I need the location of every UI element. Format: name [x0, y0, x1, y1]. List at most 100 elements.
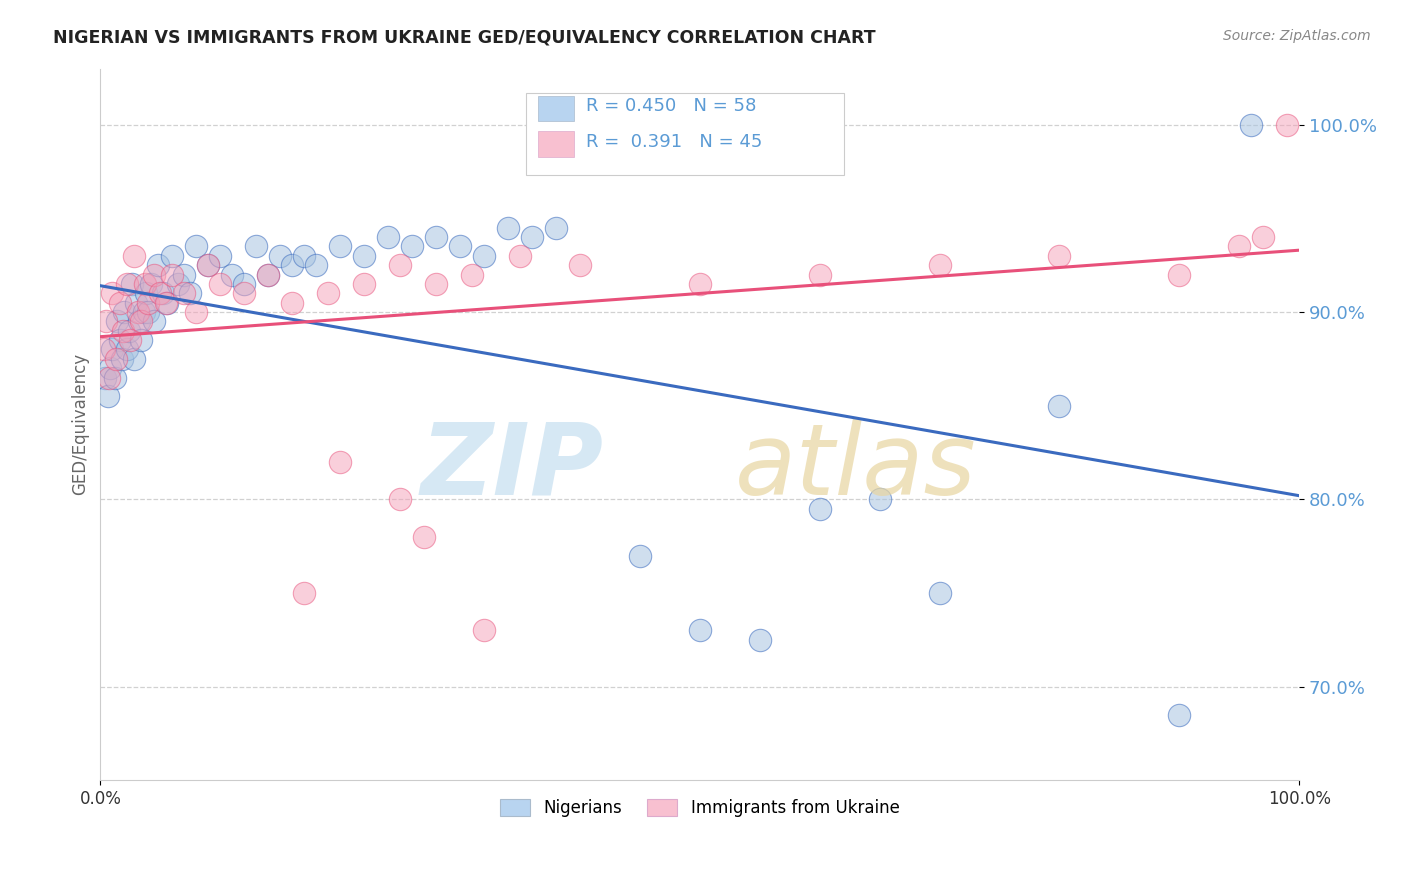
Point: [121, 277, 143, 291]
Text: ZIP: ZIP: [420, 418, 603, 516]
Text: R = 0.450   N = 58: R = 0.450 N = 58: [586, 97, 756, 115]
Point: [221, 268, 243, 282]
Point: [155, 295, 177, 310]
Point: [329, 455, 352, 469]
Point: [353, 249, 375, 263]
Point: [111, 351, 134, 366]
Point: [1168, 707, 1191, 722]
Legend: Nigerians, Immigrants from Ukraine: Nigerians, Immigrants from Ukraine: [492, 790, 908, 825]
Point: [108, 333, 131, 347]
Point: [135, 286, 157, 301]
Point: [186, 305, 208, 319]
Point: [389, 258, 412, 272]
Point: [197, 258, 219, 272]
Point: [132, 305, 155, 319]
Point: [808, 268, 831, 282]
Y-axis label: GED/Equivalency: GED/Equivalency: [72, 353, 89, 495]
Point: [928, 258, 950, 272]
Point: [179, 286, 201, 301]
Point: [112, 324, 135, 338]
Point: [136, 305, 159, 319]
Point: [197, 258, 219, 272]
Text: NIGERIAN VS IMMIGRANTS FROM UKRAINE GED/EQUIVALENCY CORRELATION CHART: NIGERIAN VS IMMIGRANTS FROM UKRAINE GED/…: [53, 29, 876, 46]
Point: [389, 492, 412, 507]
Point: [748, 632, 770, 647]
Point: [118, 324, 141, 338]
Point: [128, 314, 150, 328]
Point: [1168, 268, 1191, 282]
Point: [1227, 239, 1250, 253]
Point: [120, 333, 142, 347]
Point: [122, 249, 145, 263]
FancyBboxPatch shape: [538, 131, 574, 157]
Point: [353, 277, 375, 291]
Point: [96, 389, 118, 403]
Point: [1251, 230, 1274, 244]
Point: [233, 277, 256, 291]
Point: [869, 492, 891, 507]
Point: [149, 286, 172, 301]
Text: R =  0.391   N = 45: R = 0.391 N = 45: [586, 133, 762, 151]
Point: [173, 268, 195, 282]
Point: [93, 343, 115, 357]
Point: [134, 277, 156, 291]
Text: atlas: atlas: [735, 418, 976, 516]
Point: [115, 343, 138, 357]
Point: [449, 239, 471, 253]
Point: [156, 295, 179, 310]
Point: [316, 286, 339, 301]
Point: [257, 268, 280, 282]
Point: [209, 249, 232, 263]
Point: [143, 314, 166, 328]
Point: [281, 258, 304, 272]
Point: [269, 249, 291, 263]
Point: [136, 295, 159, 310]
Point: [122, 351, 145, 366]
Point: [472, 249, 495, 263]
Point: [108, 295, 131, 310]
Point: [520, 230, 543, 244]
Point: [1049, 249, 1071, 263]
Point: [472, 624, 495, 638]
Point: [257, 268, 280, 282]
Point: [401, 239, 423, 253]
Point: [1049, 399, 1071, 413]
Point: [129, 333, 152, 347]
Point: [101, 343, 124, 357]
Point: [143, 268, 166, 282]
Point: [461, 268, 484, 282]
Point: [146, 258, 169, 272]
FancyBboxPatch shape: [538, 95, 574, 121]
Point: [129, 314, 152, 328]
Point: [808, 501, 831, 516]
Point: [1240, 118, 1263, 132]
Point: [186, 239, 208, 253]
Point: [101, 286, 124, 301]
Point: [96, 314, 118, 328]
Point: [305, 258, 328, 272]
Text: Source: ZipAtlas.com: Source: ZipAtlas.com: [1223, 29, 1371, 43]
Point: [98, 361, 121, 376]
Point: [94, 370, 117, 384]
Point: [162, 268, 184, 282]
Point: [689, 624, 711, 638]
Point: [104, 351, 127, 366]
Point: [125, 295, 148, 310]
Point: [628, 549, 651, 563]
Point: [425, 230, 447, 244]
Point: [162, 249, 184, 263]
Point: [104, 370, 127, 384]
Point: [173, 286, 195, 301]
Point: [496, 220, 519, 235]
Point: [97, 370, 120, 384]
Point: [281, 295, 304, 310]
Point: [292, 586, 315, 600]
Point: [544, 220, 567, 235]
Point: [167, 277, 190, 291]
Point: [329, 239, 352, 253]
Point: [139, 277, 162, 291]
Point: [292, 249, 315, 263]
Point: [1277, 118, 1299, 132]
Point: [568, 258, 591, 272]
Point: [245, 239, 267, 253]
